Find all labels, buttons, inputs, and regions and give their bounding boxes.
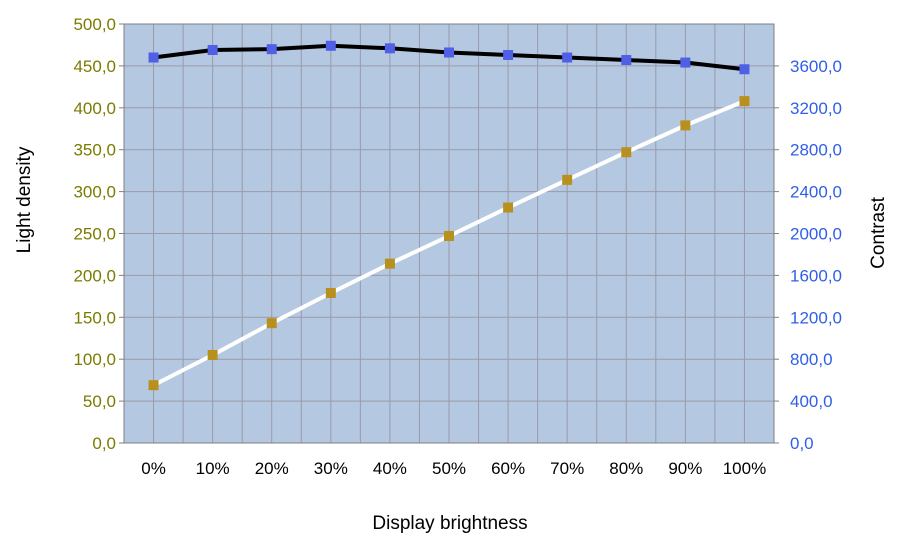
right-tick-label: 2000,0 [790,225,842,244]
left-tick-label: 500,0 [73,15,116,34]
series-2-point [503,202,514,213]
left-tick-label: 250,0 [73,225,116,244]
series-2-point [148,380,159,391]
left-tick-label: 350,0 [73,141,116,160]
series-2-point [325,287,336,298]
right-tick-label: 3600,0 [790,57,842,76]
right-axis-ticks: 0,0 400,0 800,0 1200,0 1600,0 2000,0 2400,0 280… [790,57,842,453]
x-tick-label: 40% [373,459,407,478]
right-tick-label: 2400,0 [790,183,842,202]
x-tick-label: 90% [668,459,702,478]
right-tick-label: 1200,0 [790,308,842,327]
series-1-point [207,44,218,55]
series-1-point [739,64,750,75]
series-2-point [444,231,454,242]
series-1-point [621,55,632,66]
series-2-point [207,350,218,361]
x-tick-label: 10% [196,459,230,478]
x-tick-label: 30% [314,459,348,478]
x-tick-label: 0% [141,459,166,478]
series-1-point [562,52,573,63]
left-tick-label: 400,0 [73,99,116,118]
left-tick-label: 450,0 [73,57,116,76]
x-tick-label: 80% [609,459,643,478]
x-axis-ticks: 0% 10% 20% 30% 40% 50% 60% 70% 80% 90% 100% [141,459,766,478]
series-1-point [444,47,454,58]
x-tick-label: 20% [255,459,289,478]
right-tick-label: 800,0 [790,350,833,369]
series-2-point [266,318,277,329]
right-tick-label: 3200,0 [790,99,842,118]
series-1-point [680,57,691,68]
left-axis-title: Light density [14,146,35,253]
series-2-point [562,174,573,185]
x-tick-label: 60% [491,459,525,478]
x-tick-label: 70% [550,459,584,478]
right-tick-label: 0,0 [790,434,814,453]
series-2-point [680,120,691,131]
right-axis-title: Contrast [868,196,889,269]
series-1-point [503,50,514,61]
left-tick-label: 300,0 [73,183,116,202]
x-tick-label: 50% [432,459,466,478]
series-1-point [266,44,277,55]
series-2-point [739,96,750,107]
series-group [148,40,750,391]
series-2-point [621,147,632,158]
left-tick-label: 0,0 [92,434,116,453]
left-tick-label: 50,0 [83,392,116,411]
left-axis-ticks: 0,0 50,0 100,0 150,0 200,0 250,0 300,0 350,0 400… [73,15,116,453]
left-tick-label: 100,0 [73,350,116,369]
x-axis-title: Display brightness [372,513,527,534]
series-1-point [325,40,336,51]
right-tick-label: 400,0 [790,392,833,411]
right-tick-label: 2800,0 [790,141,842,160]
x-tick-label: 100% [723,459,766,478]
left-tick-label: 200,0 [73,266,116,285]
left-tick-label: 150,0 [73,308,116,327]
series-2-point [384,258,395,269]
right-tick-label: 1600,0 [790,266,842,285]
grid [119,23,779,444]
series-1-point [384,43,395,54]
series-1-point [148,52,159,63]
